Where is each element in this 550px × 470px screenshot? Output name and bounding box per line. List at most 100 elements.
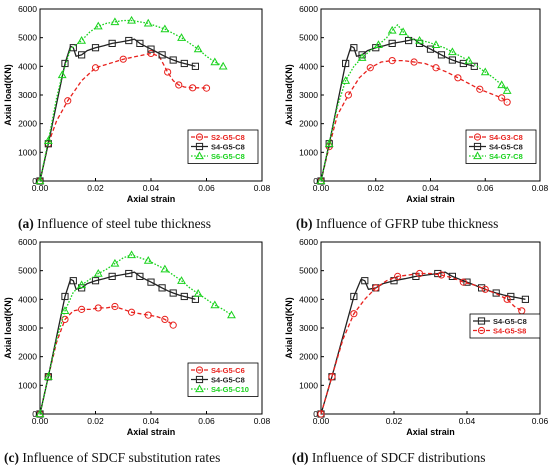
series-S4-G7-C8 [316, 24, 512, 185]
caption-b-text: Influence of GFRP tube thickness [315, 216, 499, 231]
y-tick-label: 5000 [299, 33, 318, 43]
data-point [94, 304, 102, 312]
legend-marker [473, 142, 482, 151]
caption-d: (d) Influence of SDCF distributions [292, 450, 486, 466]
data-point [158, 51, 166, 59]
data-point [415, 35, 424, 44]
data-point [43, 136, 53, 145]
data-point [518, 307, 526, 315]
data-point [388, 57, 396, 65]
data-point [111, 302, 119, 311]
y-tick-label: 1000 [18, 380, 37, 390]
data-point [459, 278, 467, 286]
data-point [328, 373, 336, 381]
data-point [366, 64, 374, 72]
data-point [350, 44, 358, 52]
data-point [227, 310, 236, 319]
legend-label: S2-G5-C8 [211, 133, 245, 142]
y-tick-label: 5000 [18, 266, 37, 276]
data-point [108, 272, 116, 280]
data-point [144, 311, 152, 319]
y-tick-label: 2000 [299, 119, 318, 129]
y-tick-label: 0 [32, 176, 37, 186]
series-line [39, 19, 224, 182]
data-point [180, 59, 188, 68]
series-S4-G5-C10 [35, 250, 236, 418]
data-point [127, 250, 137, 259]
data-point [77, 280, 87, 289]
legend-label: S4-G5-S8 [493, 327, 526, 336]
y-tick-label: 1000 [299, 147, 318, 157]
data-point [177, 276, 186, 284]
data-point [61, 292, 69, 301]
data-point [77, 35, 87, 44]
data-point [210, 300, 220, 309]
data-point [161, 315, 169, 323]
data-point [426, 45, 435, 53]
data-point [497, 80, 507, 89]
caption-a-letter: (a) [18, 216, 34, 231]
caption-a: (a) Influence of steel tube thickness [18, 216, 211, 232]
data-point [43, 372, 53, 380]
x-tick-label: 0.02 [386, 416, 403, 426]
x-tick-label: 0.08 [254, 183, 271, 193]
data-point [503, 295, 511, 303]
y-tick-label: 6000 [18, 237, 37, 247]
series-S4-G5-C8 [317, 269, 529, 418]
data-point [390, 277, 398, 285]
data-point [498, 94, 506, 102]
caption-c-text: Influence of SDCF substitution rates [22, 450, 221, 465]
data-point [119, 55, 127, 63]
data-point [431, 40, 441, 49]
data-point [136, 39, 144, 47]
data-point [78, 305, 86, 313]
y-tick-label: 2000 [299, 352, 318, 362]
data-point [503, 98, 511, 106]
series-line [320, 272, 523, 415]
data-point [164, 68, 172, 76]
data-point [147, 49, 155, 58]
data-point [110, 258, 120, 267]
data-point [189, 84, 197, 92]
x-tick-label: 0.02 [367, 183, 384, 193]
caption-a-text: Influence of steel tube thickness [37, 216, 212, 231]
data-point [398, 27, 408, 36]
data-point [521, 295, 529, 303]
data-point [454, 74, 462, 82]
caption-b-letter: (b) [296, 216, 313, 231]
x-tick-label: 0.04 [422, 183, 439, 193]
y-tick-label: 0 [313, 176, 318, 186]
chart-panel-a: 0 1000 2000 3000 4000 5000 6000 0.00 0.02 0.04 0.0… [3, 4, 271, 204]
data-point [432, 64, 440, 72]
chart-panel-d: 0 1000 2000 3000 4000 5000 6000 0.00 0.02 0.04 0.0… [284, 237, 549, 437]
data-point [193, 289, 203, 297]
data-point [158, 284, 166, 292]
x-axis-label: Axial strain [127, 427, 176, 437]
y-tick-label: 6000 [299, 237, 318, 247]
data-point [361, 277, 369, 285]
y-tick-label: 1000 [299, 380, 318, 390]
data-point [147, 45, 155, 53]
y-tick-label: 6000 [18, 4, 37, 14]
x-tick-label: 0.02 [87, 416, 104, 426]
series-S4-G5-C6 [36, 302, 177, 418]
chart-panel-b: 0 1000 2000 3000 4000 5000 6000 0.00 0.02 0.04 0.0… [284, 4, 549, 204]
data-point [448, 56, 456, 64]
data-point [143, 256, 153, 264]
data-point [437, 51, 446, 59]
data-point [463, 278, 471, 286]
data-point [341, 76, 351, 84]
data-point [387, 25, 397, 34]
caption-c-letter: (c) [4, 450, 19, 465]
data-point [480, 67, 490, 76]
legend-label: S4-G7-C8 [489, 152, 523, 161]
series-S4-G5-C8 [317, 36, 478, 185]
data-point [91, 44, 100, 52]
data-point [324, 139, 334, 147]
data-point [93, 21, 103, 30]
legend-marker [195, 142, 204, 151]
data-point [91, 64, 100, 72]
